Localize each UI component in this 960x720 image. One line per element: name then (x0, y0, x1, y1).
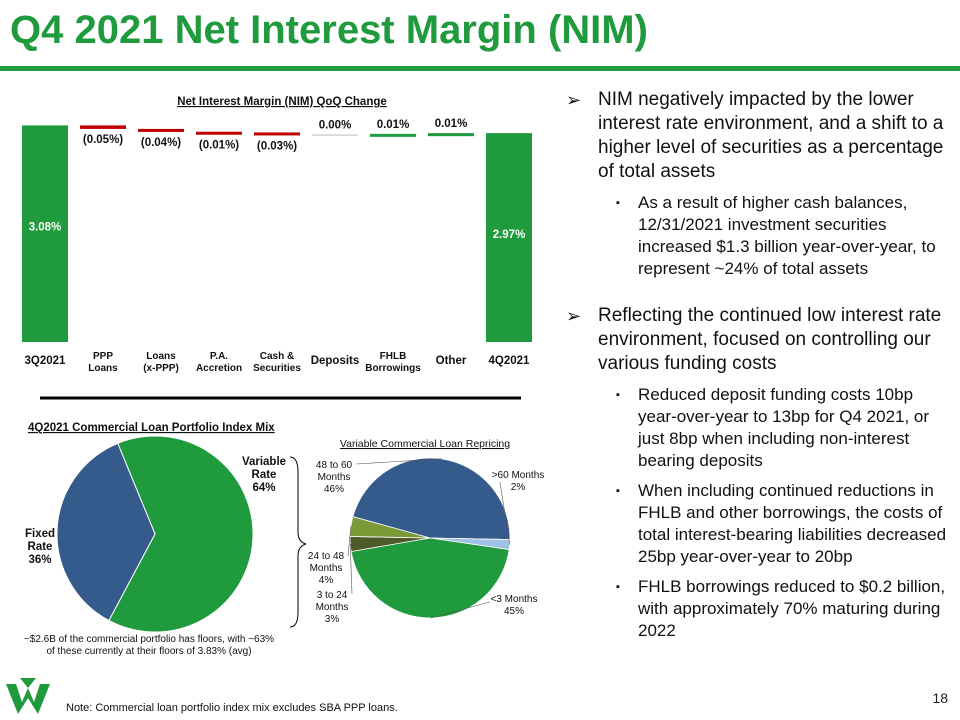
x-tick-label: P.A. (210, 351, 228, 362)
company-logo (6, 678, 50, 714)
footnote: Note: Commercial loan portfolio index mi… (66, 702, 398, 714)
square-bullet-icon: ▪ (616, 485, 620, 497)
bar (370, 133, 416, 137)
sub-bullet-item: ▪ As a result of higher cash balances, 1… (566, 192, 954, 280)
data-label: 2.97% (493, 229, 526, 241)
index-mix-pie-chart: 4Q2021 Commercial Loan Portfolio Index M… (24, 422, 307, 657)
leader-line (430, 601, 491, 619)
sub-bullet-text: As a result of higher cash balances, 12/… (638, 193, 936, 278)
data-label: 3.08% (29, 221, 62, 233)
chart-title: Variable Commercial Loan Repricing (340, 438, 510, 450)
waterfall-chart: Net Interest Margin (NIM) QoQ Change 3.08… (22, 96, 532, 400)
leader-line (355, 458, 442, 465)
slice-label: 36% (28, 554, 51, 566)
slice-label: 64% (252, 482, 275, 494)
data-label: (0.03%) (257, 140, 297, 152)
bracket (289, 456, 307, 628)
x-tick-label: Loans (146, 351, 176, 362)
page-number: 18 (932, 690, 948, 706)
x-tick-label: Other (436, 355, 467, 367)
bar (80, 125, 126, 129)
bullet-item: ➢ NIM negatively impacted by the lower i… (566, 88, 954, 184)
slice-label: Rate (28, 541, 53, 553)
title-divider (0, 66, 960, 71)
leader-line (499, 481, 511, 545)
x-tick-label: 4Q2021 (489, 355, 531, 367)
bar (254, 132, 300, 136)
slice-label: Months (316, 602, 349, 613)
slice-label: 3 to 24 (317, 590, 348, 601)
x-tick-label: PPP (93, 351, 113, 362)
bar (428, 133, 474, 137)
x-tick-label: Accretion (196, 363, 242, 374)
data-label: 0.00% (319, 120, 352, 132)
bar (486, 133, 532, 342)
square-bullet-icon: ▪ (616, 197, 620, 209)
charts-canvas: Net Interest Margin (NIM) QoQ Change 3.08… (22, 96, 544, 657)
sub-bullet-text: Reduced deposit funding costs 10bp year-… (638, 385, 930, 470)
sub-bullet-item: ▪ When including continued reductions in… (566, 480, 954, 568)
data-label: 0.01% (377, 119, 410, 131)
x-tick-label: Borrowings (365, 363, 421, 374)
slice-label: Months (318, 472, 351, 483)
bullet-item: ➢ Reflecting the continued low interest … (566, 304, 954, 376)
x-tick-label: Loans (88, 363, 118, 374)
slice-label: 4% (319, 575, 334, 586)
bar (312, 134, 358, 136)
data-label: (0.04%) (141, 137, 181, 149)
leader-line (349, 543, 353, 595)
data-label: (0.01%) (199, 140, 239, 152)
pie-slice (56, 442, 156, 622)
bullet-text: Reflecting the continued low interest ra… (598, 305, 942, 374)
sub-bullet-text: FHLB borrowings reduced to $0.2 billion,… (638, 577, 946, 640)
commentary-panel: ➢ NIM negatively impacted by the lower i… (566, 88, 954, 642)
slice-label: 48 to 60 (316, 460, 353, 471)
pie-footnote: of these currently at their floors of 3.… (46, 646, 251, 657)
slice-label: 45% (504, 606, 524, 617)
x-tick-label: Cash & (260, 351, 294, 362)
bullet-text: NIM negatively impacted by the lower int… (598, 89, 944, 182)
slice-label: 2% (511, 482, 526, 493)
slice-label: 24 to 48 (308, 551, 345, 562)
bar (138, 128, 184, 132)
data-label: 0.01% (435, 118, 468, 130)
bar (196, 131, 242, 135)
pie-slice (350, 537, 510, 619)
slice-label: Rate (252, 469, 277, 481)
repricing-pie-chart: Variable Commercial Loan Repricing 48 to … (308, 438, 544, 625)
pie-slice (352, 457, 511, 540)
sub-bullet-item: ▪ FHLB borrowings reduced to $0.2 billio… (566, 576, 954, 642)
slice-label: <3 Months (491, 594, 538, 605)
data-label: (0.05%) (83, 134, 123, 146)
slice-label: Fixed (25, 528, 55, 540)
slice-label: 3% (325, 614, 340, 625)
slice-label: 46% (324, 484, 344, 495)
square-bullet-icon: ▪ (616, 581, 620, 593)
slice-label: >60 Months (492, 470, 545, 481)
x-tick-label: 3Q2021 (25, 355, 67, 367)
x-tick-label: Securities (253, 363, 301, 374)
chart-title: Net Interest Margin (NIM) QoQ Change (177, 96, 387, 108)
pie-slice (108, 435, 254, 633)
bullet-arrow-icon: ➢ (566, 90, 582, 110)
sub-bullet-text: When including continued reductions in F… (638, 481, 947, 566)
pie-footnote: ~$2.6B of the commercial portfolio has f… (24, 634, 274, 645)
page-title: Q4 2021 Net Interest Margin (NIM) (10, 8, 648, 52)
bar (22, 125, 68, 342)
leader-line (347, 526, 352, 557)
x-tick-label: Deposits (311, 355, 360, 367)
slice-label: Variable (242, 456, 286, 468)
slice-label: Months (310, 563, 343, 574)
chart-title: 4Q2021 Commercial Loan Portfolio Index M… (28, 422, 275, 434)
x-tick-label: FHLB (380, 351, 407, 362)
x-tick-label: (x-PPP) (143, 363, 179, 374)
sub-bullet-item: ▪ Reduced deposit funding costs 10bp yea… (566, 384, 954, 472)
bullet-arrow-icon: ➢ (566, 306, 582, 326)
square-bullet-icon: ▪ (616, 389, 620, 401)
